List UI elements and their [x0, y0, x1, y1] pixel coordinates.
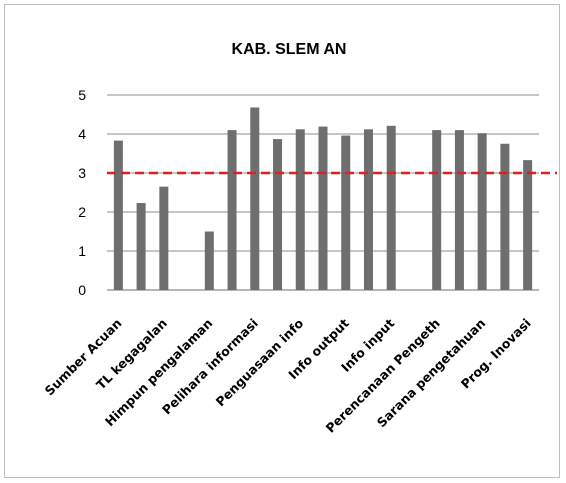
y-tick-label: 1 [78, 243, 86, 259]
y-tick-label: 4 [78, 126, 86, 142]
chart-frame: KAB. SLEM AN 0 1 2 3 4 5 Sumber Acuan TL kegag… [4, 4, 560, 478]
bar [204, 231, 214, 290]
bar [113, 140, 123, 290]
bar [386, 125, 396, 290]
x-category-label: Penguasaan info [213, 315, 307, 409]
y-tick-label: 0 [78, 282, 86, 298]
y-tick-label: 2 [78, 204, 86, 220]
bar [250, 107, 260, 290]
bar-layer [113, 107, 533, 290]
bar [273, 139, 283, 290]
bar [523, 160, 533, 290]
y-axis-ticks: 0 1 2 3 4 5 [78, 87, 86, 298]
bar [500, 143, 510, 290]
bar [295, 129, 305, 290]
bar [454, 130, 464, 290]
bar [136, 203, 146, 290]
bar [227, 130, 237, 290]
y-tick-label: 5 [78, 87, 86, 103]
bar [363, 129, 373, 290]
bar [341, 135, 351, 290]
x-category-label: Sumber Acuan [42, 316, 125, 399]
chart-title: KAB. SLEM AN [232, 41, 347, 58]
bar [318, 126, 328, 290]
bar [432, 130, 442, 290]
bar [159, 186, 169, 290]
bar [477, 133, 487, 290]
y-tick-label: 3 [78, 165, 86, 181]
